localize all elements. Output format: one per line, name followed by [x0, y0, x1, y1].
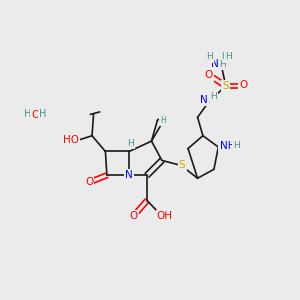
Text: O: O	[32, 110, 40, 120]
Text: H: H	[39, 109, 47, 119]
Text: N: N	[211, 59, 219, 69]
Text: H: H	[25, 109, 32, 119]
Text: H: H	[206, 52, 213, 62]
Text: N: N	[125, 170, 133, 180]
Text: OH: OH	[157, 211, 173, 221]
Text: H: H	[160, 116, 166, 125]
Text: N: N	[200, 95, 208, 105]
Text: H: H	[127, 139, 134, 148]
Text: S: S	[179, 160, 185, 170]
Text: O: O	[130, 211, 138, 221]
Text: H: H	[219, 60, 226, 69]
Text: HO: HO	[63, 135, 79, 145]
Text: H: H	[225, 52, 232, 62]
Text: O: O	[85, 177, 93, 187]
Text: NH: NH	[220, 140, 235, 151]
Text: O: O	[239, 80, 248, 90]
Text: H: H	[221, 52, 228, 61]
Text: H: H	[233, 141, 240, 150]
Text: O: O	[204, 70, 213, 80]
Text: H: H	[211, 92, 217, 101]
Text: S: S	[223, 81, 229, 91]
